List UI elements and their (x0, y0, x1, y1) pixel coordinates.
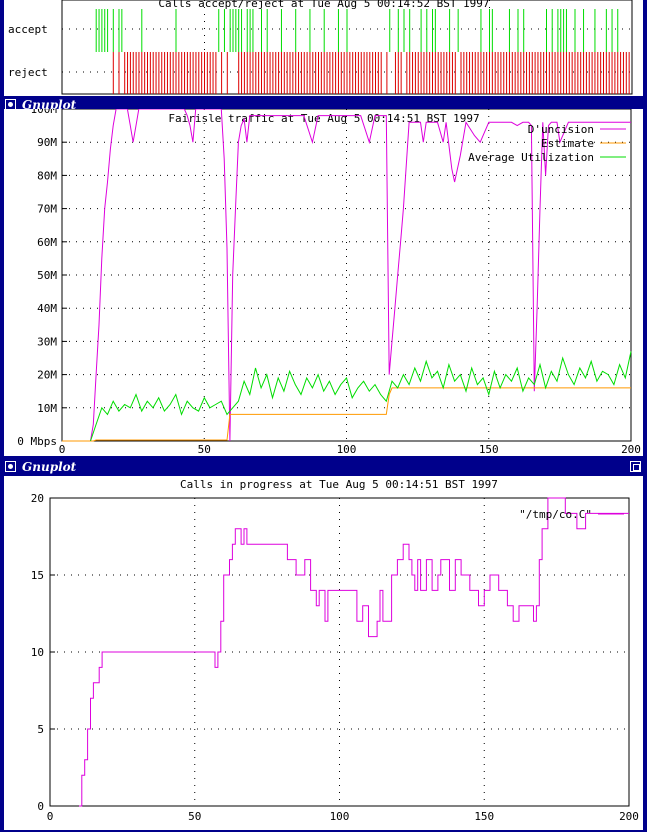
x-tick-label: 150 (480, 94, 500, 96)
y-tick-label: 50M (37, 269, 57, 282)
x-tick-label: 150 (479, 443, 499, 456)
accept-reject-plot-area: Calls accept/reject at Tue Aug 5 00:14:5… (4, 0, 643, 96)
y-tick-label: 15 (31, 569, 44, 582)
x-tick-label: 200 (622, 94, 642, 96)
accept-reject-title: Calls accept/reject at Tue Aug 5 00:14:5… (158, 0, 489, 10)
y-tick-label: 90M (37, 136, 57, 149)
traffic-chart: Fairisle traffic at Tue Aug 5 00:14:51 B… (17, 109, 641, 456)
series-line-1 (62, 387, 631, 442)
calls-plot-area: Calls in progress at Tue Aug 5 00:14:51 … (4, 476, 643, 830)
traffic-title: Fairisle traffic at Tue Aug 5 00:14:51 B… (168, 112, 479, 125)
series-line-0 (79, 497, 629, 807)
y-tick-label: 5 (37, 723, 44, 736)
traffic-window: Gnuplot Fairisle traffic at Tue Aug 5 00… (0, 96, 647, 458)
maximize-icon[interactable] (630, 461, 641, 472)
calls-window: Gnuplot Calls in progress at Tue Aug 5 0… (0, 458, 647, 832)
y-tick-label: 40M (37, 302, 57, 315)
legend-label: Estimate (541, 137, 594, 150)
series-line-2 (90, 351, 632, 442)
window-title: Gnuplot (22, 460, 77, 474)
y-tick-label: 0 (37, 800, 44, 813)
calls-chart: Calls in progress at Tue Aug 5 00:14:51 … (31, 478, 639, 823)
x-tick-label: 100 (337, 94, 357, 96)
accept-reject-window: Calls accept/reject at Tue Aug 5 00:14:5… (0, 0, 647, 100)
y-tick-label: 30M (37, 335, 57, 348)
x-tick-label: 100 (337, 443, 357, 456)
x-tick-label: 100 (330, 810, 350, 823)
accept-reject-chart: Calls accept/reject at Tue Aug 5 00:14:5… (8, 0, 642, 96)
y-tick-label: 20 (31, 492, 44, 505)
y-tick-label: 10M (37, 402, 57, 415)
x-tick-label: 50 (198, 94, 211, 96)
y-tick-label: 10 (31, 646, 44, 659)
x-tick-label: 0 (59, 443, 66, 456)
y-tick-label: 60M (37, 236, 57, 249)
category-label-accept: accept (8, 23, 48, 36)
x-tick-label: 0 (47, 810, 54, 823)
y-tick-label: 0 Mbps (17, 435, 57, 448)
window-menu-icon[interactable] (5, 461, 16, 472)
x-tick-label: 50 (198, 443, 211, 456)
y-tick-label: 80M (37, 169, 57, 182)
traffic-plot-area: Fairisle traffic at Tue Aug 5 00:14:51 B… (4, 109, 643, 456)
traffic-marks: 0 Mbps 10M 20M 30M 40M 50M 60M 70M 80M 90M 100M 0 50… (17, 109, 641, 456)
series-line-0 (90, 109, 631, 442)
y-tick-label: 20M (37, 369, 57, 382)
y-tick-label: 100M (31, 109, 58, 116)
accept-reject-marks: accept reject 50 100 150 200 (8, 0, 642, 96)
legend-label: D'uncision (528, 123, 594, 136)
calls-window-titlebar[interactable]: Gnuplot (0, 458, 647, 476)
x-tick-label: 200 (621, 443, 641, 456)
x-tick-label: 150 (474, 810, 494, 823)
legend-label: "/tmp/co.C" (519, 508, 592, 521)
x-tick-label: 200 (619, 810, 639, 823)
x-tick-label: 50 (188, 810, 201, 823)
y-tick-label: 70M (37, 203, 57, 216)
category-label-reject: reject (8, 66, 48, 79)
legend-label: Average Utilization (468, 151, 594, 164)
calls-title: Calls in progress at Tue Aug 5 00:14:51 … (180, 478, 498, 491)
